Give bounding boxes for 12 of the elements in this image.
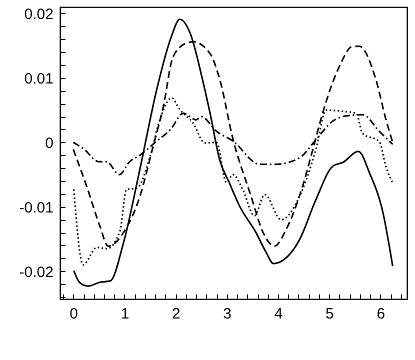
x-tick-label: 1 [120,306,130,322]
x-tick-label: 3 [223,306,232,322]
x-tick-label: 2 [172,306,180,322]
y-tick-label: 0 [45,134,54,152]
y-tick-label: 0.01 [24,70,54,88]
y-tick-label: -0.02 [19,264,54,281]
x-tick-label: 5 [326,306,334,322]
x-tick-label: 4 [274,306,283,322]
y-tick-label: 0.02 [24,6,54,23]
y-tick-label: -0.01 [19,199,54,216]
x-tick-label: 0 [70,306,78,322]
x-tick-label: 6 [376,306,386,322]
